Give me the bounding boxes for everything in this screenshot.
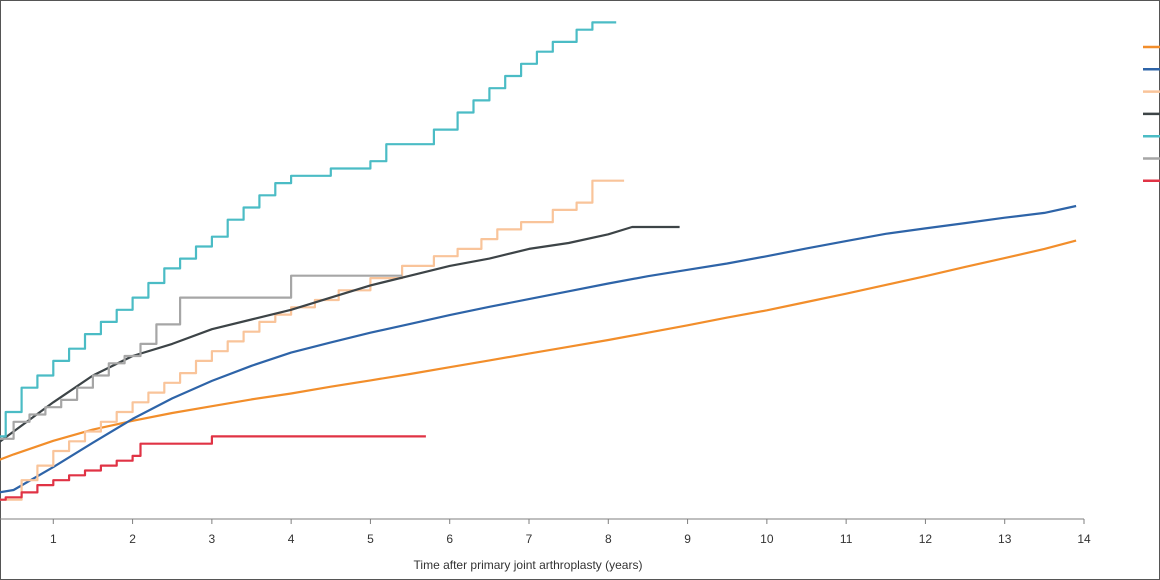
x-tick-label: 1 [50,532,57,546]
x-tick-label: 12 [919,532,933,546]
x-tick-label: 10 [760,532,774,546]
series-layer [0,21,1077,501]
x-tick-label: 5 [367,532,374,546]
legend [1143,45,1160,183]
x-tick-label: 6 [446,532,453,546]
x-tick-label: 8 [605,532,612,546]
x-axis-title: Time after primary joint arthroplasty (y… [414,558,643,572]
x-tick-label: 9 [684,532,691,546]
series-line-3 [0,179,625,501]
x-tick-label: 2 [129,532,136,546]
series-line-6 [0,274,403,440]
series-line-2 [0,204,1077,494]
x-tick-label: 7 [526,532,533,546]
series-line-5 [0,21,617,438]
series-line-7 [0,435,426,501]
x-tick-label: 14 [1077,532,1091,546]
x-ticks: 1 2 3 4 5 6 7 8 9 10 11 12 13 14 [50,519,1091,546]
x-tick-label: 3 [209,532,216,546]
x-tick-label: 4 [288,532,295,546]
x-tick-label: 11 [840,532,853,546]
x-tick-label: 13 [998,532,1012,546]
series-line-1 [0,239,1077,461]
